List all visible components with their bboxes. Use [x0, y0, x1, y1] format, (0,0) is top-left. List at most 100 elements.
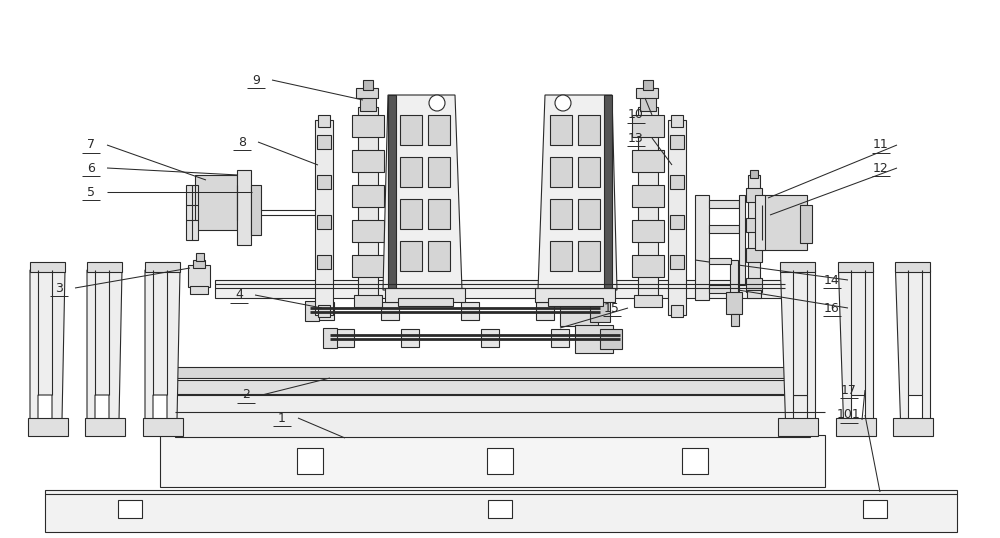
Bar — [750, 170, 758, 178]
Bar — [215, 280, 785, 298]
Bar — [632, 220, 664, 242]
Bar — [400, 199, 422, 229]
Bar — [709, 258, 731, 264]
Bar — [550, 115, 572, 145]
Bar — [428, 115, 450, 145]
Bar — [315, 120, 333, 315]
Bar — [578, 241, 600, 271]
Polygon shape — [383, 95, 462, 290]
Bar — [145, 262, 180, 272]
Bar — [632, 185, 664, 207]
Bar — [739, 195, 745, 285]
Text: 8: 8 — [238, 136, 246, 148]
Bar — [893, 418, 933, 436]
Text: 14: 14 — [824, 273, 840, 287]
Bar — [297, 448, 323, 474]
Bar — [186, 185, 198, 240]
Bar — [188, 265, 210, 287]
Bar — [643, 80, 653, 90]
Text: 16: 16 — [824, 301, 840, 315]
Bar — [461, 302, 479, 320]
Text: 11: 11 — [873, 138, 889, 152]
Bar — [488, 500, 512, 518]
Bar — [638, 107, 658, 302]
Bar — [695, 195, 709, 300]
Bar — [632, 150, 664, 172]
Text: 3: 3 — [55, 281, 63, 294]
Text: 13: 13 — [628, 131, 644, 145]
Bar — [863, 500, 887, 518]
Text: 1: 1 — [278, 412, 286, 424]
Bar — [143, 418, 183, 436]
Bar — [550, 241, 572, 271]
Bar — [175, 395, 810, 437]
Bar — [190, 286, 208, 294]
Circle shape — [555, 95, 571, 111]
Bar — [895, 262, 930, 272]
Bar — [682, 448, 708, 474]
Bar — [590, 302, 610, 322]
Polygon shape — [780, 270, 815, 420]
Text: 101: 101 — [837, 408, 861, 421]
Bar — [317, 255, 331, 269]
Polygon shape — [30, 270, 65, 420]
Bar — [400, 241, 422, 271]
Bar — [85, 418, 125, 436]
Bar — [671, 115, 683, 127]
Bar — [160, 435, 825, 487]
Text: 12: 12 — [873, 161, 889, 174]
Bar — [175, 367, 810, 378]
Bar — [195, 175, 237, 230]
Bar — [352, 150, 384, 172]
Bar — [428, 241, 450, 271]
Bar — [709, 225, 739, 233]
Bar — [551, 329, 569, 347]
Bar — [354, 295, 382, 307]
Bar — [317, 175, 331, 189]
Bar — [578, 157, 600, 187]
Bar — [352, 115, 384, 137]
Bar — [636, 88, 658, 98]
Bar — [671, 305, 683, 317]
Bar — [560, 298, 598, 326]
Text: 7: 7 — [87, 138, 95, 152]
Bar — [726, 292, 742, 314]
Bar — [481, 329, 499, 347]
Circle shape — [429, 95, 445, 111]
Bar — [400, 115, 422, 145]
Bar — [536, 302, 554, 320]
Bar — [535, 288, 615, 302]
Bar — [632, 255, 664, 277]
Bar — [755, 195, 765, 250]
Bar — [640, 95, 656, 111]
Bar — [401, 329, 419, 347]
Bar — [318, 305, 330, 317]
Polygon shape — [87, 270, 122, 420]
Bar — [30, 262, 65, 272]
Bar — [670, 255, 684, 269]
Bar — [746, 188, 762, 202]
Bar — [670, 175, 684, 189]
Text: 10: 10 — [628, 109, 644, 122]
Bar — [352, 220, 384, 242]
Bar — [193, 260, 205, 268]
Bar — [746, 248, 762, 262]
Bar — [578, 115, 600, 145]
Bar — [780, 262, 815, 272]
Bar — [746, 218, 762, 232]
Text: 2: 2 — [242, 388, 250, 401]
Bar — [400, 157, 422, 187]
Bar — [237, 170, 251, 245]
Bar — [118, 500, 142, 518]
Polygon shape — [538, 95, 617, 290]
Bar — [356, 88, 378, 98]
Bar — [87, 262, 122, 272]
Text: 15: 15 — [604, 301, 620, 315]
Bar — [428, 199, 450, 229]
Bar — [305, 301, 319, 321]
Bar — [709, 285, 739, 293]
Bar — [632, 115, 664, 137]
Bar — [317, 215, 331, 229]
Bar — [385, 288, 465, 302]
Bar — [318, 115, 330, 127]
